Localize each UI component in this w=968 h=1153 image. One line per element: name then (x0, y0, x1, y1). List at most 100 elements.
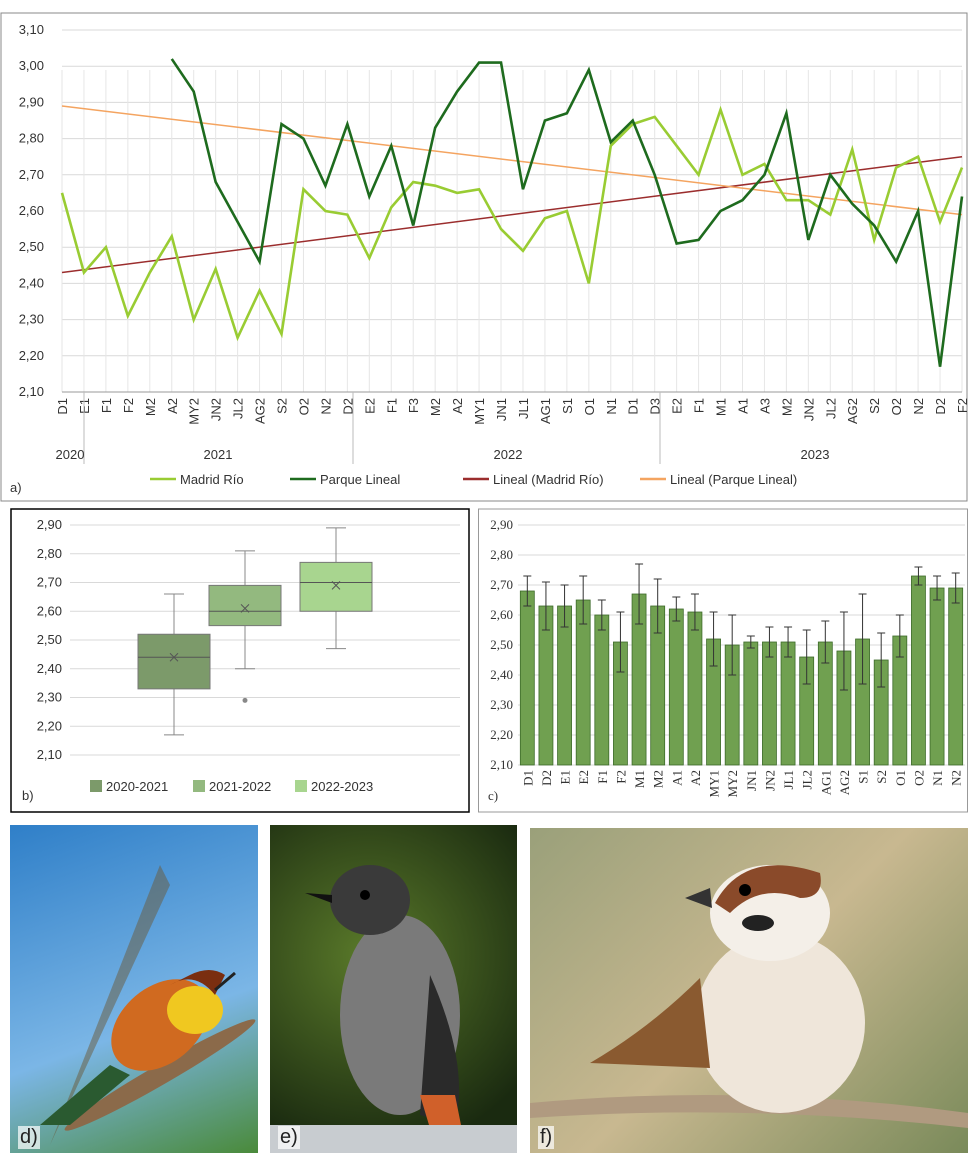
x-tick-label: MY2 (187, 398, 202, 425)
y-tick-label: 2,80 (19, 131, 44, 146)
y-tick-label: 2,50 (37, 632, 62, 647)
x-tick-label: AG1 (818, 770, 833, 795)
x-tick-label: JN1 (744, 770, 759, 791)
y-tick-label: 2,60 (490, 607, 513, 622)
x-tick-label: A1 (669, 770, 684, 786)
y-tick-label: 2,90 (37, 517, 62, 532)
x-tick-label: F1 (384, 398, 399, 413)
year-label: 2020 (56, 447, 85, 462)
x-tick-label: A1 (735, 398, 750, 414)
x-tick-label: M2 (779, 398, 794, 416)
panel-b: 2,102,202,302,402,502,602,702,802,902020… (10, 508, 470, 813)
bar (669, 609, 683, 765)
bar (762, 642, 776, 765)
y-tick-label: 2,10 (37, 747, 62, 762)
x-tick-label: JL2 (231, 398, 246, 419)
y-tick-label: 2,60 (37, 603, 62, 618)
x-tick-label: O1 (893, 770, 908, 786)
x-tick-label: E2 (670, 398, 685, 414)
x-tick-label: AG2 (837, 770, 852, 795)
box (138, 634, 210, 689)
x-tick-label: F2 (613, 770, 628, 784)
x-tick-label: E2 (362, 398, 377, 414)
legend-label: 2020-2021 (106, 779, 168, 794)
x-tick-label: A2 (450, 398, 465, 414)
bar (930, 588, 944, 765)
x-tick-label: JL1 (516, 398, 531, 419)
photo-label: f) (538, 1126, 554, 1149)
x-tick-label: O2 (911, 770, 926, 786)
bar (744, 642, 758, 765)
legend-label: Madrid Río (180, 472, 244, 487)
panel-frame (11, 509, 469, 812)
legend-label: Lineal (Madrid Río) (493, 472, 604, 487)
legend-label: Lineal (Parque Lineal) (670, 472, 797, 487)
legend-label: Parque Lineal (320, 472, 400, 487)
bar (595, 615, 609, 765)
x-tick-label: JL2 (800, 770, 815, 790)
bar (911, 576, 925, 765)
x-tick-label: M2 (428, 398, 443, 416)
x-tick-label: F1 (595, 770, 610, 784)
legend-label: 2021-2022 (209, 779, 271, 794)
x-tick-label: A2 (688, 770, 703, 786)
y-tick-label: 2,50 (19, 239, 44, 254)
bar (688, 612, 702, 765)
page: 2,102,202,302,402,502,602,702,802,903,00… (0, 0, 968, 1153)
x-tick-label: O2 (296, 398, 311, 415)
year-label: 2023 (801, 447, 830, 462)
x-tick-label: F3 (406, 398, 421, 413)
bird-drawing (270, 825, 517, 1153)
panel-label: c) (488, 788, 498, 803)
y-tick-label: 2,30 (37, 690, 62, 705)
y-tick-label: 2,90 (19, 94, 44, 109)
x-tick-label: M2 (651, 770, 666, 788)
bar (949, 588, 963, 765)
x-tick-label: D2 (539, 770, 554, 786)
x-tick-label: N2 (318, 398, 333, 415)
legend-swatch (295, 780, 307, 792)
legend-swatch (90, 780, 102, 792)
x-tick-label: M2 (143, 398, 158, 416)
x-tick-label: AG2 (253, 398, 268, 424)
panel-frame (1, 13, 967, 501)
y-tick-label: 2,30 (19, 312, 44, 327)
x-tick-label: D2 (933, 398, 948, 415)
x-tick-label: O1 (582, 398, 597, 415)
x-tick-label: M1 (714, 398, 729, 416)
x-tick-label: N1 (604, 398, 619, 415)
y-tick-label: 3,10 (19, 22, 44, 37)
y-tick-label: 2,10 (19, 384, 44, 399)
x-tick-label: F1 (692, 398, 707, 413)
x-tick-label: N2 (949, 770, 964, 786)
y-tick-label: 2,40 (490, 667, 513, 682)
box (209, 585, 281, 625)
y-tick-label: 2,40 (19, 275, 44, 290)
x-tick-label: A2 (165, 398, 180, 414)
x-tick-label: D1 (520, 770, 535, 786)
bar (781, 642, 795, 765)
x-tick-label: JN2 (801, 398, 816, 421)
x-tick-label: S1 (856, 770, 871, 784)
y-tick-label: 2,30 (490, 697, 513, 712)
outlier (243, 698, 248, 703)
y-tick-label: 2,90 (490, 517, 513, 532)
x-tick-label: D1 (626, 398, 641, 415)
x-tick-label: MY1 (472, 398, 487, 425)
y-tick-label: 3,00 (19, 58, 44, 73)
x-tick-label: JL2 (823, 398, 838, 419)
year-label: 2021 (204, 447, 233, 462)
photo-redstart: e) (270, 825, 517, 1153)
y-tick-label: 2,20 (490, 727, 513, 742)
y-tick-label: 2,60 (19, 203, 44, 218)
panel-a: 2,102,202,302,402,502,602,702,802,903,00… (0, 12, 968, 502)
x-tick-label: JN1 (494, 398, 509, 421)
trend-line (62, 157, 962, 273)
bar (576, 600, 590, 765)
x-tick-label: F2 (955, 398, 968, 413)
x-tick-label: S2 (867, 398, 882, 414)
bar (558, 606, 572, 765)
x-tick-label: MY1 (707, 770, 722, 797)
y-tick-label: 2,20 (37, 718, 62, 733)
y-tick-label: 2,10 (490, 757, 513, 772)
